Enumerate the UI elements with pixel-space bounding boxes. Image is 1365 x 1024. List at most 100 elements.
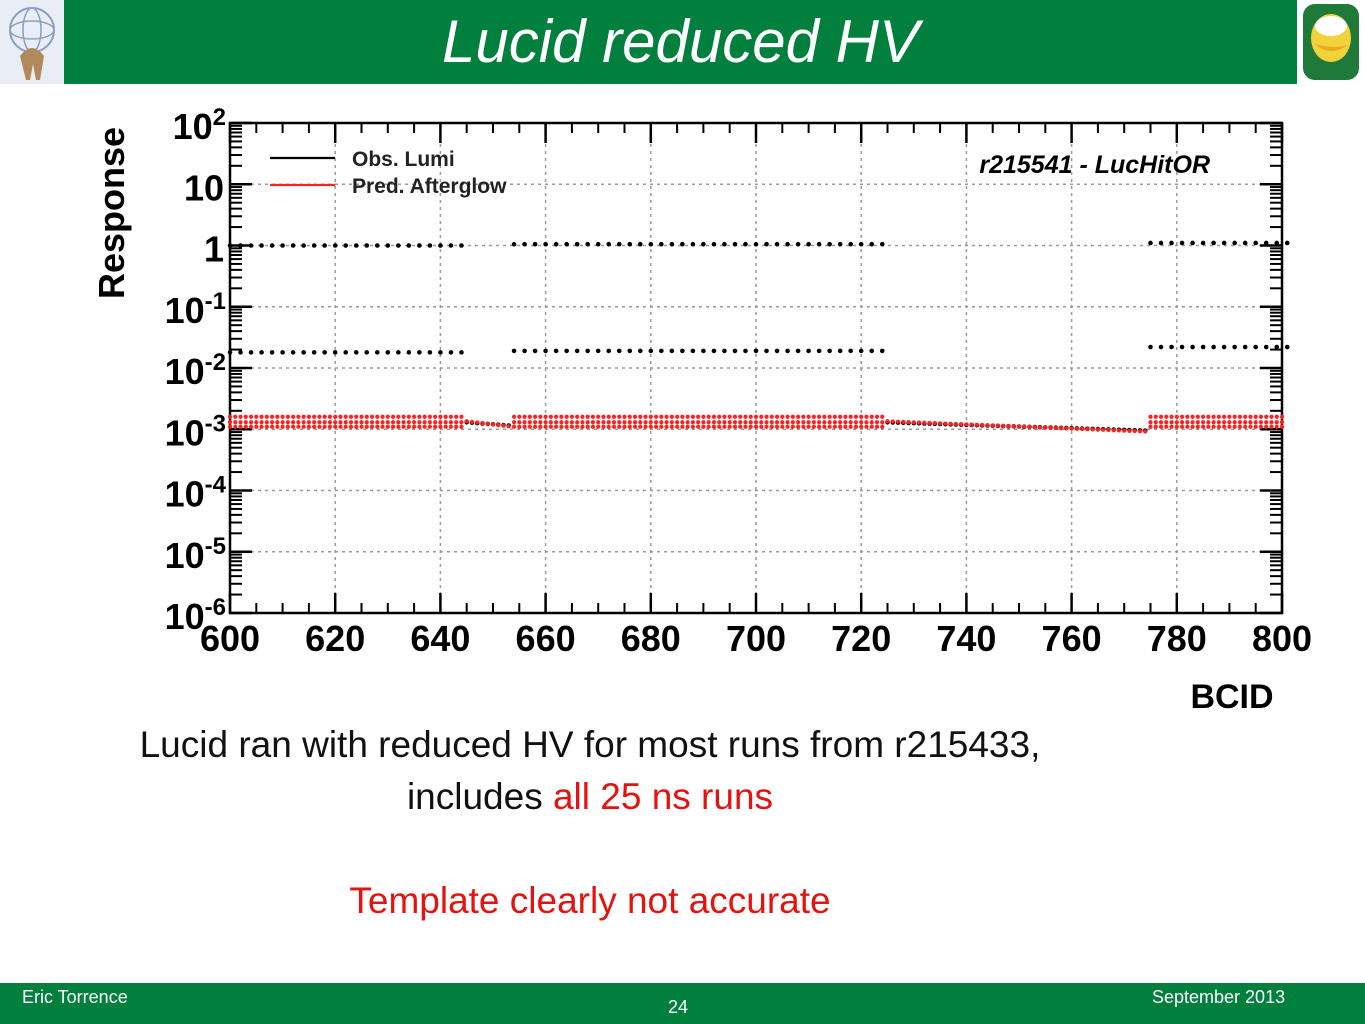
x-tick-label: 740	[936, 618, 996, 659]
pred-afterglow-point	[596, 420, 601, 425]
pred-afterglow-point	[1274, 420, 1279, 425]
pred-afterglow-point	[611, 420, 617, 425]
pred-afterglow-point	[827, 420, 832, 425]
obs-lumi-point	[301, 350, 306, 355]
obs-lumi-point	[459, 243, 464, 248]
obs-lumi-point	[311, 243, 317, 248]
pred-afterglow-point	[706, 420, 711, 425]
x-tick-label: 620	[305, 618, 365, 659]
slide-footer: Eric Torrence 24 September 2013	[0, 983, 1365, 1024]
pred-afterglow-point	[1232, 420, 1237, 425]
pred-afterglow-point	[438, 414, 443, 419]
pred-afterglow-point	[622, 420, 627, 425]
pred-afterglow-point	[1206, 414, 1211, 419]
pred-afterglow-point	[843, 424, 848, 429]
obs-lumi-point	[680, 241, 685, 247]
pred-afterglow-point	[1132, 428, 1137, 434]
obs-lumi-point	[427, 243, 433, 248]
obs-lumi-point	[1200, 240, 1206, 246]
pred-afterglow-point	[1169, 424, 1174, 429]
obs-lumi-point	[1232, 240, 1237, 246]
pred-afterglow-point	[874, 420, 880, 425]
pred-afterglow-point	[822, 424, 827, 429]
pred-afterglow-point	[759, 414, 764, 419]
obs-lumi-point	[417, 350, 422, 355]
pred-afterglow-point	[248, 424, 254, 429]
pred-afterglow-point	[248, 414, 254, 419]
pred-afterglow-point	[1069, 426, 1074, 431]
pred-afterglow-point	[817, 420, 822, 425]
pred-afterglow-point	[564, 420, 569, 425]
pred-afterglow-point	[369, 414, 375, 419]
pred-afterglow-point	[448, 420, 454, 425]
pred-afterglow-point	[827, 424, 832, 429]
pred-afterglow-point	[380, 414, 385, 419]
obs-lumi-point	[785, 348, 790, 354]
pred-afterglow-point	[1248, 420, 1253, 425]
pred-afterglow-point	[764, 420, 769, 425]
obs-lumi-point	[1148, 240, 1153, 246]
pred-afterglow-point	[675, 424, 680, 429]
pred-afterglow-point	[443, 424, 448, 429]
pred-afterglow-point	[385, 424, 390, 429]
pred-afterglow-point	[790, 424, 795, 429]
pred-afterglow-point	[427, 424, 432, 429]
pred-afterglow-point	[1206, 424, 1211, 429]
pred-afterglow-point	[690, 424, 695, 429]
pred-afterglow-point	[1137, 429, 1143, 434]
pred-afterglow-point	[585, 420, 590, 425]
obs-lumi-point	[869, 241, 875, 247]
pred-afterglow-point	[543, 420, 548, 425]
obs-lumi-point	[1263, 240, 1269, 246]
pred-afterglow-point	[1095, 427, 1100, 432]
pred-afterglow-point	[538, 420, 543, 425]
pred-afterglow-point	[653, 424, 659, 429]
pred-afterglow-point	[738, 424, 743, 429]
pred-afterglow-point	[880, 414, 885, 419]
x-tick-label: 640	[410, 618, 470, 659]
pred-afterglow-point	[317, 420, 322, 425]
pred-afterglow-point	[675, 420, 680, 425]
pred-afterglow-point	[895, 419, 901, 424]
pred-afterglow-point	[753, 414, 759, 419]
pred-afterglow-point	[269, 424, 275, 429]
pred-afterglow-point	[575, 424, 580, 429]
pred-afterglow-point	[1143, 429, 1148, 434]
pred-afterglow-point	[306, 414, 311, 419]
pred-afterglow-point	[806, 424, 811, 429]
pred-afterglow-point	[233, 414, 238, 419]
pred-afterglow-point	[953, 421, 958, 427]
obs-lumi-point	[795, 348, 801, 354]
obs-lumi-point	[290, 243, 296, 248]
pred-afterglow-point	[1080, 426, 1085, 432]
pred-afterglow-point	[706, 424, 711, 429]
pred-afterglow-point	[396, 424, 401, 429]
pred-afterglow-point	[264, 414, 269, 419]
pred-afterglow-point	[853, 424, 859, 429]
pred-afterglow-point	[617, 424, 622, 429]
obs-lumi-point	[1211, 344, 1216, 350]
pred-afterglow-point	[1258, 414, 1264, 419]
pred-afterglow-point	[348, 420, 354, 425]
obs-lumi-point	[595, 348, 601, 354]
pred-afterglow-point	[801, 420, 806, 425]
pred-afterglow-point	[880, 420, 885, 425]
pred-afterglow-point	[601, 414, 606, 419]
pred-afterglow-point	[611, 424, 617, 429]
pred-afterglow-point	[1101, 427, 1106, 432]
obs-lumi-point	[332, 350, 338, 355]
legend-entry: Pred. Afterglow	[352, 175, 507, 198]
pred-afterglow-point	[1058, 426, 1064, 431]
obs-lumi-point	[438, 350, 443, 355]
pred-afterglow-point	[1195, 414, 1200, 419]
obs-lumi-point	[1158, 240, 1164, 246]
obs-lumi-point	[1242, 344, 1248, 350]
pred-afterglow-point	[1158, 424, 1164, 429]
pred-afterglow-point	[864, 420, 869, 425]
pred-afterglow-point	[617, 420, 622, 425]
pred-afterglow-point	[1211, 424, 1216, 429]
obs-lumi-point	[522, 241, 527, 247]
obs-lumi-point	[543, 241, 548, 247]
obs-lumi-point	[616, 348, 622, 354]
obs-lumi-point	[827, 348, 832, 354]
